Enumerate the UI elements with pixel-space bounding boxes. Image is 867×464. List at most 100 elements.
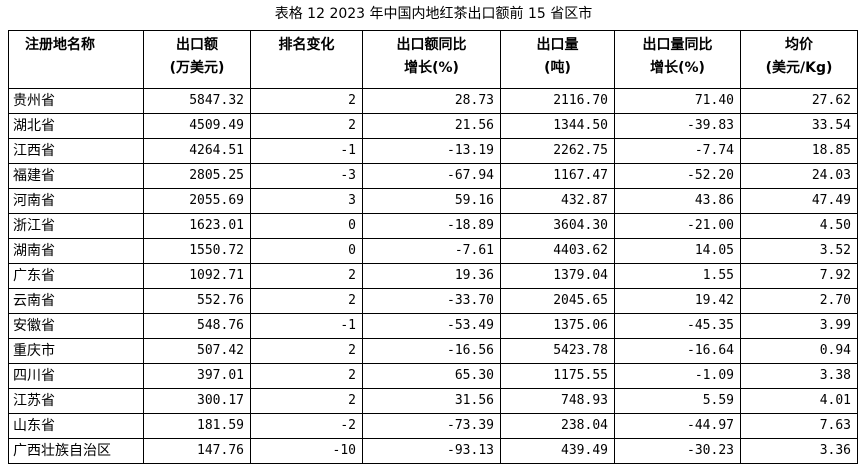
table-row: 浙江省 1623.01 0 -18.89 3604.30 -21.00 4.50	[8, 213, 858, 239]
value-cell: 59.16	[362, 188, 501, 214]
table-row: 湖南省 1550.72 0 -7.61 4403.62 14.05 3.52	[8, 238, 858, 264]
value-cell: 2045.65	[500, 288, 615, 314]
value-cell: 1092.71	[143, 263, 251, 289]
value-cell: -7.61	[362, 238, 501, 264]
value-cell: 397.01	[143, 363, 251, 389]
header-cell: 均价 (美元/Kg)	[740, 30, 858, 89]
value-cell: -18.89	[362, 213, 501, 239]
region-cell: 广西壮族自治区	[8, 438, 144, 464]
header-row: 注册地名称 出口额 (万美元) 排名变化 出口额同比 增长(%) 出口量 (吨) 出口量同比 增长…	[8, 30, 858, 89]
value-cell: -67.94	[362, 163, 501, 189]
value-cell: 1550.72	[143, 238, 251, 264]
value-cell: 3.36	[740, 438, 858, 464]
value-cell: 147.76	[143, 438, 251, 464]
table-row: 河南省 2055.69 3 59.16 432.87 43.86 47.49	[8, 188, 858, 214]
value-cell: -53.49	[362, 313, 501, 339]
value-cell: 1175.55	[500, 363, 615, 389]
value-cell: 2	[250, 113, 363, 139]
value-cell: -93.13	[362, 438, 501, 464]
header-text: (吨)	[544, 60, 571, 76]
header-cell: 出口量同比 增长(%)	[614, 30, 741, 89]
table-row: 福建省 2805.25 -3 -67.94 1167.47 -52.20 24.03	[8, 163, 858, 189]
region-cell: 安徽省	[8, 313, 144, 339]
value-cell: -16.64	[614, 338, 741, 364]
value-cell: 2	[250, 88, 363, 114]
value-cell: -44.97	[614, 413, 741, 439]
value-cell: 65.30	[362, 363, 501, 389]
value-cell: 1379.04	[500, 263, 615, 289]
region-cell: 福建省	[8, 163, 144, 189]
value-cell: 238.04	[500, 413, 615, 439]
value-cell: -3	[250, 163, 363, 189]
table-row: 江西省 4264.51 -1 -13.19 2262.75 -7.74 18.85	[8, 138, 858, 164]
value-cell: 1344.50	[500, 113, 615, 139]
header-text: 注册地名称	[25, 37, 95, 53]
value-cell: 507.42	[143, 338, 251, 364]
table-row: 贵州省 5847.32 2 28.73 2116.70 71.40 27.62	[8, 88, 858, 114]
table-row: 广西壮族自治区 147.76 -10 -93.13 439.49 -30.23 3.36	[8, 438, 858, 464]
value-cell: 4.50	[740, 213, 858, 239]
value-cell: 181.59	[143, 413, 251, 439]
value-cell: -45.35	[614, 313, 741, 339]
region-cell: 湖南省	[8, 238, 144, 264]
table-row: 江苏省 300.17 2 31.56 748.93 5.59 4.01	[8, 388, 858, 414]
table-row: 重庆市 507.42 2 -16.56 5423.78 -16.64 0.94	[8, 338, 858, 364]
value-cell: -30.23	[614, 438, 741, 464]
header-text: 均价	[785, 37, 813, 53]
value-cell: 19.42	[614, 288, 741, 314]
region-cell: 江西省	[8, 138, 144, 164]
header-cell: 注册地名称	[8, 30, 144, 89]
table-title: 表格 12 2023 年中国内地红茶出口额前 15 省区市	[274, 6, 593, 22]
header-text: 出口额	[176, 37, 218, 53]
value-cell: 27.62	[740, 88, 858, 114]
value-cell: -1	[250, 313, 363, 339]
value-cell: 43.86	[614, 188, 741, 214]
table-row: 广东省 1092.71 2 19.36 1379.04 1.55 7.92	[8, 263, 858, 289]
value-cell: -7.74	[614, 138, 741, 164]
region-cell: 广东省	[8, 263, 144, 289]
data-table: 注册地名称 出口额 (万美元) 排名变化 出口额同比 增长(%) 出口量 (吨) 出口量同比 增长…	[8, 30, 858, 464]
value-cell: 0	[250, 238, 363, 264]
value-cell: 31.56	[362, 388, 501, 414]
header-cell: 出口额 (万美元)	[143, 30, 251, 89]
value-cell: 3.99	[740, 313, 858, 339]
value-cell: -33.70	[362, 288, 501, 314]
value-cell: 2055.69	[143, 188, 251, 214]
value-cell: -52.20	[614, 163, 741, 189]
table-row: 安徽省 548.76 -1 -53.49 1375.06 -45.35 3.99	[8, 313, 858, 339]
header-text: 出口量同比	[642, 37, 713, 53]
region-cell: 河南省	[8, 188, 144, 214]
value-cell: -1	[250, 138, 363, 164]
table-row: 湖北省 4509.49 2 21.56 1344.50 -39.83 33.54	[8, 113, 858, 139]
value-cell: 2	[250, 338, 363, 364]
header-cell: 排名变化	[250, 30, 363, 89]
header-text: (美元/Kg)	[765, 60, 833, 76]
table-row: 山东省 181.59 -2 -73.39 238.04 -44.97 7.63	[8, 413, 858, 439]
value-cell: -73.39	[362, 413, 501, 439]
value-cell: 552.76	[143, 288, 251, 314]
value-cell: -16.56	[362, 338, 501, 364]
value-cell: 2	[250, 363, 363, 389]
value-cell: 5423.78	[500, 338, 615, 364]
value-cell: 2805.25	[143, 163, 251, 189]
value-cell: 71.40	[614, 88, 741, 114]
value-cell: 7.63	[740, 413, 858, 439]
region-cell: 山东省	[8, 413, 144, 439]
header-cell: 出口额同比 增长(%)	[362, 30, 501, 89]
value-cell: 2.70	[740, 288, 858, 314]
table-row: 四川省 397.01 2 65.30 1175.55 -1.09 3.38	[8, 363, 858, 389]
value-cell: 14.05	[614, 238, 741, 264]
value-cell: 439.49	[500, 438, 615, 464]
value-cell: 4.01	[740, 388, 858, 414]
value-cell: 1167.47	[500, 163, 615, 189]
value-cell: 0.94	[740, 338, 858, 364]
value-cell: -39.83	[614, 113, 741, 139]
value-cell: 21.56	[362, 113, 501, 139]
value-cell: 3.52	[740, 238, 858, 264]
value-cell: 28.73	[362, 88, 501, 114]
value-cell: 47.49	[740, 188, 858, 214]
value-cell: 3	[250, 188, 363, 214]
value-cell: 4509.49	[143, 113, 251, 139]
region-cell: 贵州省	[8, 88, 144, 114]
